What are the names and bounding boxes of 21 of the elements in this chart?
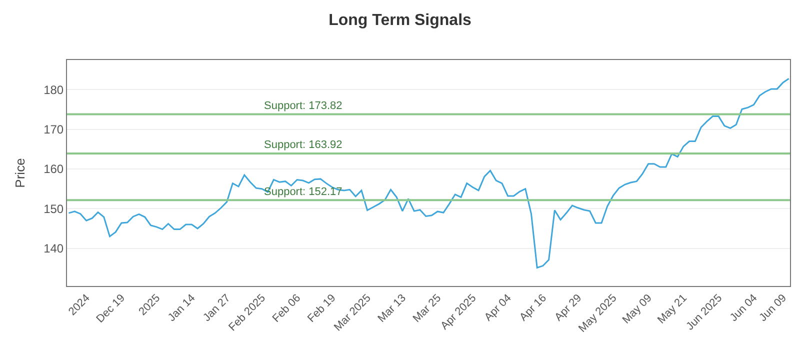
chart-title: Long Term Signals bbox=[328, 12, 472, 30]
y-tick-label: 170 bbox=[44, 122, 64, 137]
x-tick-label: Apr 04 bbox=[482, 292, 514, 324]
x-tick-label: Feb 19 bbox=[306, 292, 338, 325]
y-tick-label: 150 bbox=[44, 202, 64, 216]
x-tick-label: Jun 09 bbox=[757, 292, 789, 324]
y-tick-label: 160 bbox=[44, 162, 64, 176]
y-tick-label: 180 bbox=[44, 82, 64, 97]
ref-line-label: Support: 173.82 bbox=[264, 100, 342, 112]
x-tick-label: Jan 14 bbox=[166, 292, 198, 324]
x-tick-label: Feb 06 bbox=[270, 292, 304, 325]
x-tick-label: Mar 13 bbox=[376, 292, 408, 325]
ref-line-label: Support: 152.17 bbox=[264, 186, 342, 198]
x-tick-label: May 09 bbox=[620, 292, 654, 326]
x-tick-label: Jun 04 bbox=[728, 292, 760, 324]
x-tick-label: Apr 16 bbox=[518, 292, 549, 324]
x-tick-label: Dec 19 bbox=[94, 292, 128, 326]
y-axis-title: Price bbox=[12, 158, 28, 188]
ref-line-label: Support: 163.92 bbox=[264, 139, 342, 151]
line-series bbox=[68, 78, 790, 269]
y-tick-label: 140 bbox=[44, 242, 64, 256]
